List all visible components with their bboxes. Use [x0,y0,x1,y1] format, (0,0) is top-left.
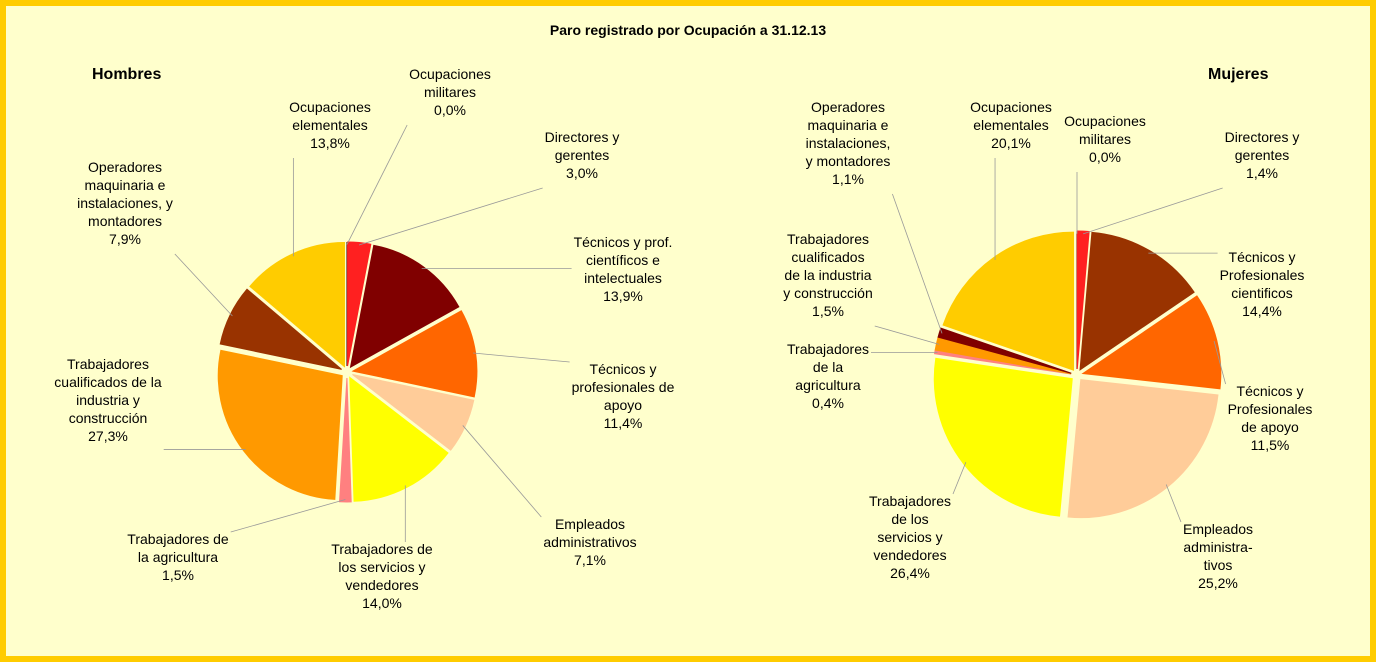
slice-label: Trabajadores cualificados de la industri… [783,230,872,320]
value-label: 1,5% [812,303,844,319]
leader-line [462,425,542,518]
category-label: Trabajadores de los servicios y vendedor… [869,493,951,563]
pie-slice [352,374,475,451]
value-label: 27,3% [88,428,128,444]
category-label: Operadores maquinaria e instalaciones, y… [77,159,173,229]
category-label: Ocupaciones militares [409,66,491,100]
slice-label: Operadores maquinaria e instalaciones, y… [77,158,173,248]
slice-label: Técnicos y Profesionales de apoyo 11,5% [1228,382,1313,454]
pie-slice [942,231,1075,371]
chart-title: Paro registrado por Ocupación a 31.12.13 [549,22,827,38]
category-label: Empleados administra- tivos [1182,521,1254,573]
value-label: 14,0% [362,595,402,611]
pie-slice [349,244,460,369]
value-label: 0,4% [812,395,844,411]
pie-slice [338,377,352,503]
value-label: 20,1% [991,135,1031,151]
slice-label: Trabajadores de los servicios y vendedor… [331,540,432,612]
pie-title: Hombres [92,66,162,83]
value-label: 13,9% [603,288,643,304]
leader-line [1165,484,1182,523]
category-label: Trabajadores de la agricultura [127,531,229,565]
pie-slice [1081,295,1222,390]
slice-label: Directores y gerentes 3,0% [545,128,620,182]
value-label: 0,0% [1089,149,1121,165]
leader-line [230,499,346,533]
value-label: 1,4% [1246,165,1278,181]
slice-label: Trabajadores de la agricultura 0,4% [787,340,869,412]
category-label: Directores y gerentes [1224,129,1300,163]
category-label: Técnicos y prof. científicos e intelectu… [573,234,673,286]
slice-label: Trabajadores de la agricultura 1,5% [127,530,228,584]
leader-line [874,325,940,345]
pie-slice [249,242,345,368]
leader-line [1082,187,1223,235]
value-label: 3,0% [566,165,598,181]
value-label: 25,2% [1198,575,1238,591]
pie-slice [1079,231,1195,371]
pie-slice [217,349,343,500]
slice-label: Directores y gerentes 1,4% [1225,128,1300,182]
category-label: Trabajadores de la agricultura [787,341,869,393]
slice-label: Operadores maquinaria e instalaciones, y… [806,98,891,188]
pie-title: Mujeres [1208,66,1269,83]
pie-slice [349,376,449,502]
value-label: 13,8% [310,135,350,151]
slice-label: Ocupaciones elementales 13,8% [289,98,371,152]
category-label: Directores y gerentes [544,129,620,163]
pie-slice [347,241,372,367]
slice-label: Ocupaciones militares 0,0% [409,65,491,119]
pie-slice [937,327,1072,374]
leader-line [473,352,570,363]
value-label: 0,0% [434,102,466,118]
slice-label: Trabajadores cualificados de la industri… [54,355,161,445]
slice-label: Empleados administrativos 7,1% [543,515,636,569]
leader-line [358,187,543,246]
value-label: 1,5% [162,567,194,583]
slice-label: Trabajadores de los servicios y vendedor… [869,492,951,582]
slice-label: Técnicos y profesionales de apoyo 11,4% [572,360,675,432]
value-label: 26,4% [890,565,930,581]
leader-line [1213,340,1226,385]
pie-slice [1067,379,1219,519]
value-label: 14,4% [1242,303,1282,319]
category-label: Técnicos y Profesionales de apoyo [1227,383,1313,435]
category-label: Operadores maquinaria e instalaciones, y… [805,99,891,169]
value-label: 1,1% [832,171,864,187]
leader-line [952,462,967,495]
slice-label: Empleados administra- tivos 25,2% [1183,520,1253,592]
leader-line [892,193,943,334]
category-label: Ocupaciones militares [1064,113,1146,147]
leader-line [346,124,408,245]
value-label: 11,5% [1250,437,1290,453]
slice-label: Ocupaciones militares 0,0% [1064,112,1146,166]
category-label: Trabajadores de los servicios y vendedor… [331,541,433,593]
slice-label: Técnicos y prof. científicos e intelectu… [574,233,673,305]
category-label: Ocupaciones elementales [970,99,1052,133]
category-label: Ocupaciones elementales [289,99,371,133]
value-label: 7,9% [109,231,141,247]
chart [163,124,1226,542]
value-label: 7,1% [574,552,606,568]
slice-label: Técnicos y Profesionales cientificos 14,4… [1220,248,1305,320]
category-label: Trabajadores cualificados de la industri… [54,356,162,426]
category-label: Técnicos y Profesionales cientificos [1219,249,1305,301]
category-label: Trabajadores cualificados de la industri… [783,231,873,301]
pie-slice [219,288,342,370]
slice-label: Ocupaciones elementales 20,1% [970,98,1052,152]
category-label: Técnicos y profesionales de apoyo [571,361,675,413]
value-label: 11,4% [603,415,643,431]
pie-slice [933,357,1073,517]
leader-line [174,253,233,317]
category-label: Empleados administrativos [543,516,637,550]
pie-slice [351,310,478,398]
